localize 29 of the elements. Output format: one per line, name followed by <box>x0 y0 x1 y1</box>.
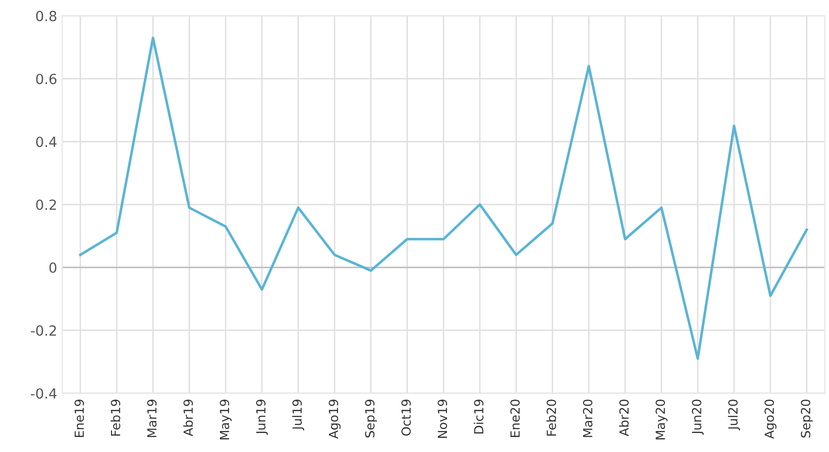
y-tick-label: 0 <box>49 262 56 273</box>
x-tick-label: Abr19 <box>183 400 193 436</box>
x-tick-label: Nov19 <box>438 400 448 438</box>
line-series <box>79 36 808 360</box>
x-tick-label: Jul19 <box>292 400 304 430</box>
x-tick-label: Mar19 <box>147 400 157 438</box>
x-tick-label: Ago20 <box>764 400 776 439</box>
x-tick-label: Sep20 <box>800 400 813 438</box>
y-tick-label: 0.8 <box>36 10 56 22</box>
x-tick-label: May19 <box>220 400 232 440</box>
y-tick-label: 0.4 <box>36 136 57 148</box>
y-tick-label: -0.4 <box>30 388 57 399</box>
x-tick-label: Abr20 <box>619 400 629 436</box>
x-tick-label: Jun20 <box>692 400 704 435</box>
y-tick-label: 0.2 <box>36 200 56 210</box>
x-tick-label: Feb19 <box>110 400 120 436</box>
x-tick-label: Jul20 <box>728 400 740 430</box>
x-tick-label: Oct19 <box>401 400 411 436</box>
x-tick-label: Feb20 <box>546 400 556 436</box>
x-tick-label: Dic19 <box>474 400 484 434</box>
x-tick-label: Mar20 <box>582 400 592 438</box>
x-tick-label: Ago19 <box>328 400 341 439</box>
y-tick-label: -0.2 <box>30 325 56 336</box>
y-tick-label: 0.6 <box>36 74 56 84</box>
x-tick-label: Ene19 <box>74 400 84 437</box>
x-tick-label: Ene20 <box>510 400 520 437</box>
x-tick-label: Sep19 <box>365 400 377 438</box>
x-tick-label: May20 <box>656 400 668 440</box>
x-tick-label: Jun19 <box>256 400 268 435</box>
